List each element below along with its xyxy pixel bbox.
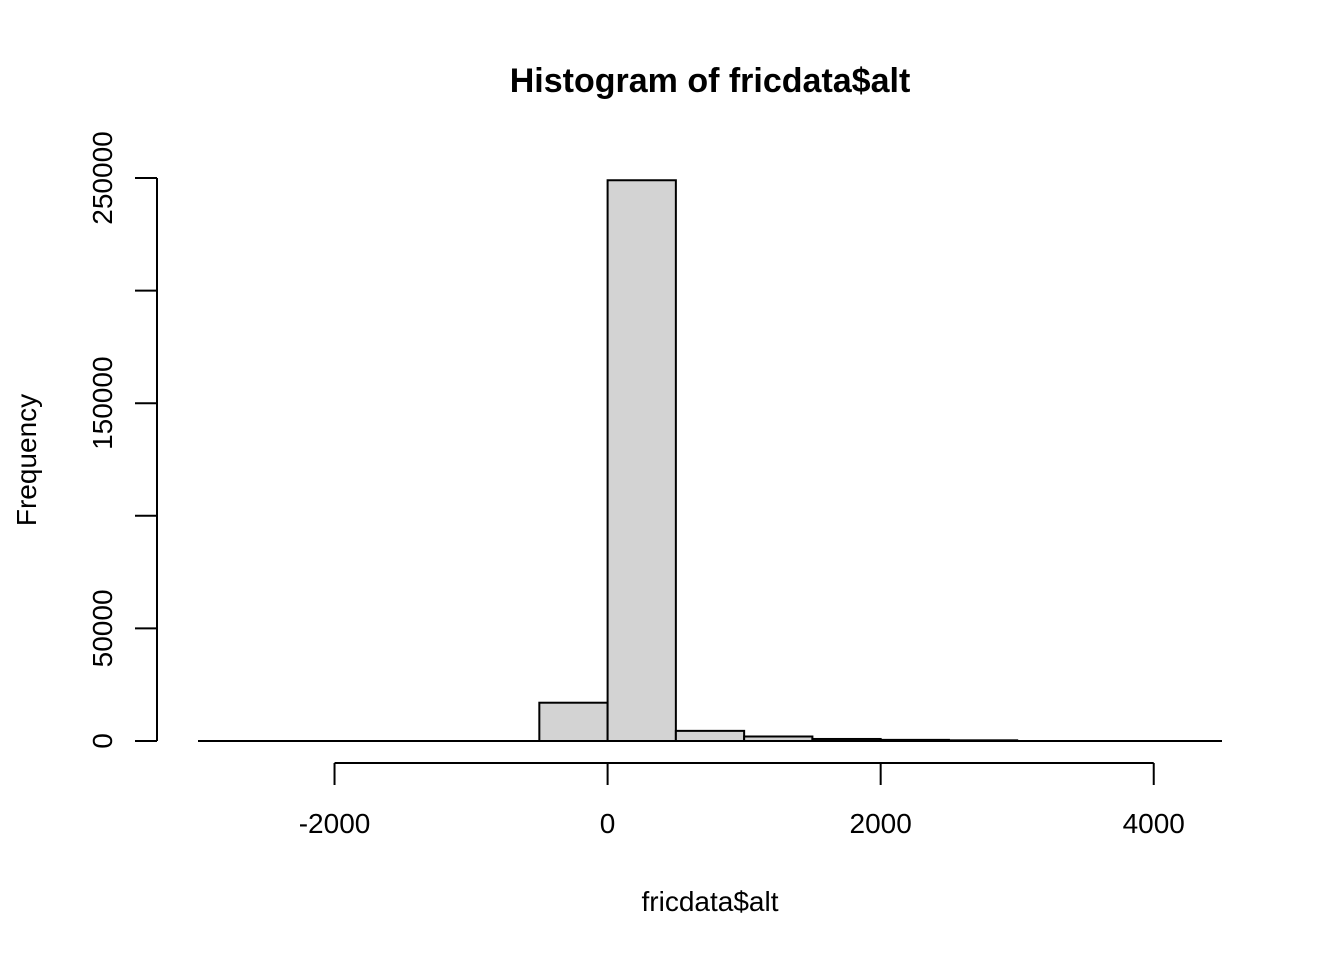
- x-tick-label: -2000: [299, 808, 371, 839]
- y-tick-label: 50000: [87, 589, 118, 667]
- y-tick-label: 250000: [87, 131, 118, 224]
- histogram-bars: [198, 179, 1222, 743]
- y-axis-label: Frequency: [11, 394, 42, 526]
- y-tick-label: 150000: [87, 356, 118, 449]
- chart-title: Histogram of fricdata$alt: [510, 62, 911, 100]
- y-axis: 0 50000 150000 250000: [87, 131, 158, 749]
- x-tick-label: 4000: [1123, 808, 1185, 839]
- histogram-bar: [674, 729, 746, 743]
- x-axis: -2000 0 2000 4000: [299, 762, 1185, 839]
- x-tick-label: 2000: [850, 808, 912, 839]
- x-tick-label: 0: [600, 808, 616, 839]
- histogram-bar: [538, 701, 609, 743]
- y-tick-label: 0: [87, 733, 118, 749]
- histogram-bar: [606, 179, 677, 742]
- x-axis-label: fricdata$alt: [642, 886, 779, 917]
